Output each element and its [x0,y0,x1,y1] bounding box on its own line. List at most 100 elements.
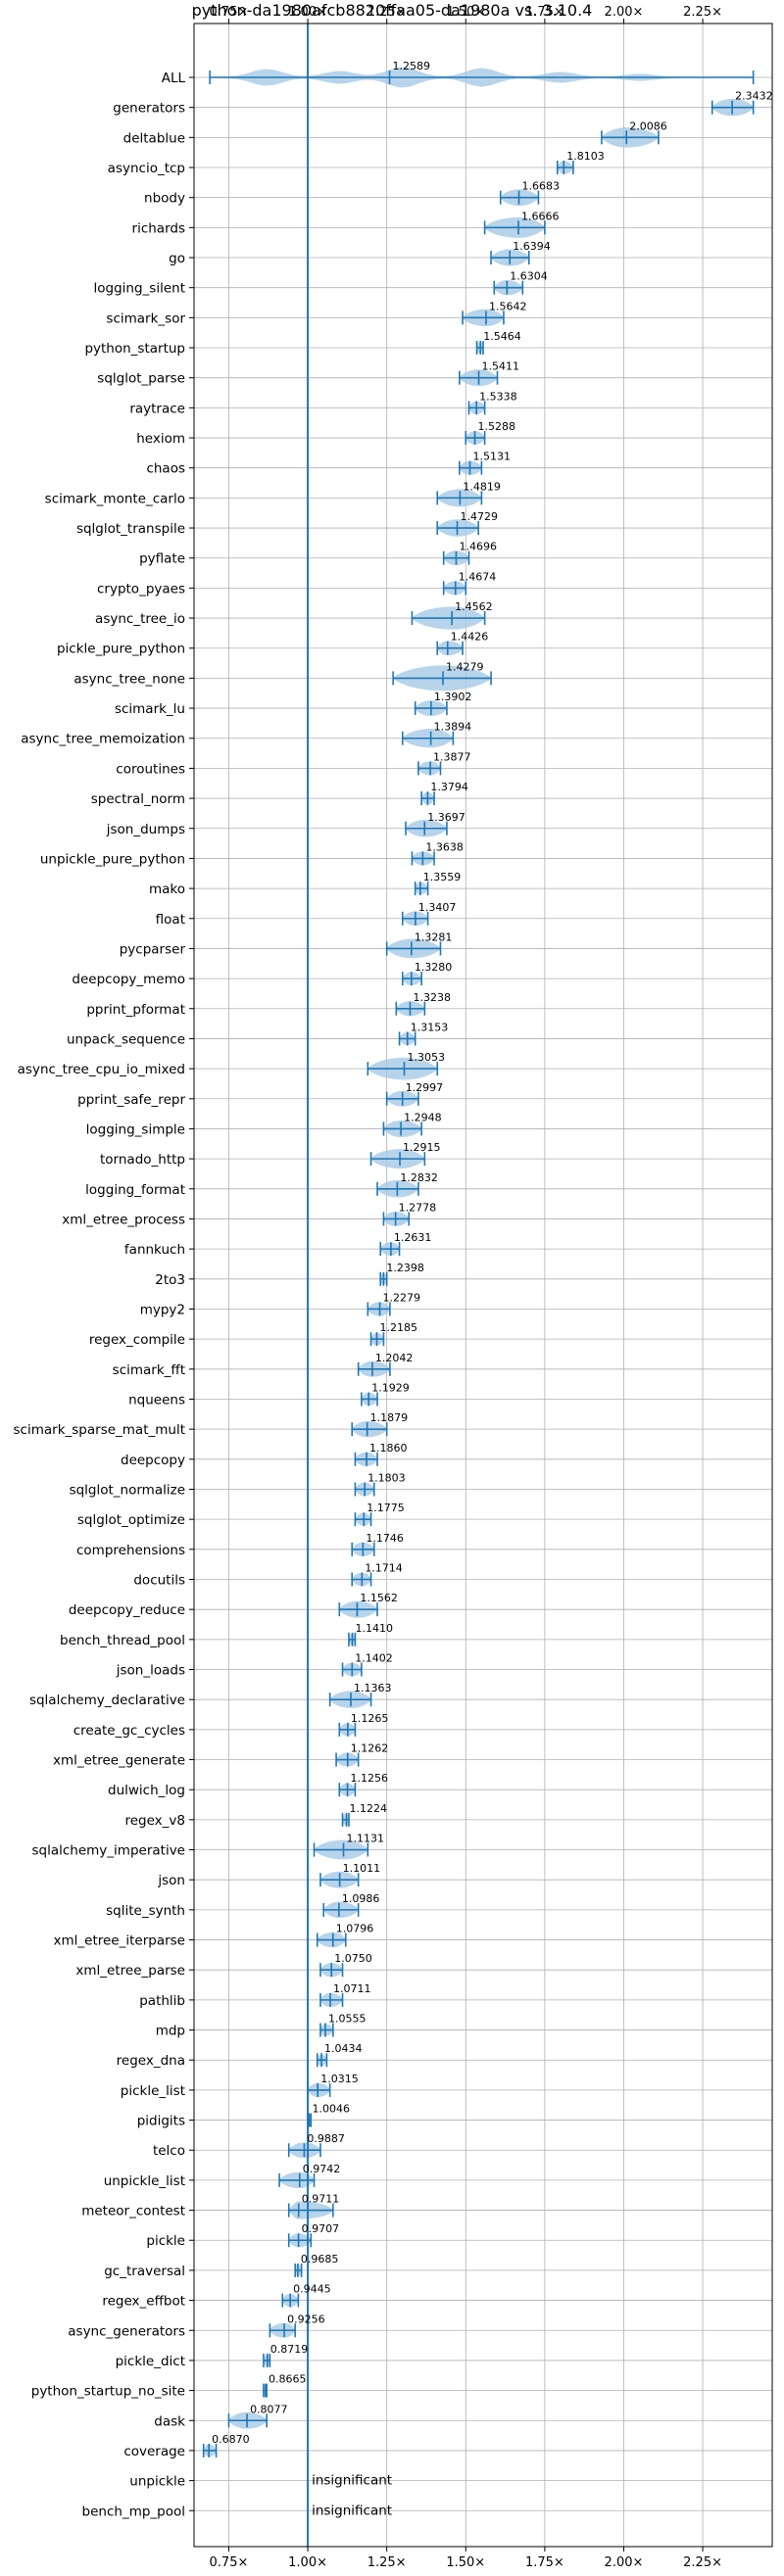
y-tick-label: generators [113,101,185,117]
insignificant-label: insignificant [312,2473,392,2489]
x-tick-label-top: 1.75× [525,5,564,20]
error-bars [202,71,755,2457]
value-label: 1.3153 [411,1021,449,1033]
value-label: 1.0711 [333,1982,371,1995]
y-tick-label: dulwich_log [108,1783,185,1798]
value-label: 1.0796 [336,1923,374,1935]
value-label: 1.3794 [430,781,468,793]
insignificant-label: insignificant [312,2503,392,2518]
y-tick-label: pickle_list [121,2083,185,2099]
value-label: 0.8719 [270,2343,309,2356]
y-tick-label: async_generators [68,2323,185,2339]
y-tick-label: docutils [133,1573,185,1589]
y-tick-label: async_tree_none [74,671,185,687]
value-label: 1.2398 [386,1262,424,1274]
y-tick-label: json [157,1873,185,1888]
value-label: 1.3638 [425,840,464,853]
value-label: 1.3280 [415,961,453,974]
y-tick-label: unpickle_list [104,2173,185,2189]
value-label: 0.9256 [287,2313,325,2325]
y-tick-label: mako [149,882,185,897]
value-label: 1.5411 [482,360,519,373]
value-label: 1.6394 [513,240,551,253]
y-tick-label: telco [153,2143,185,2159]
y-tick-label: sqlglot_transpile [76,521,185,537]
value-label: 1.0750 [334,1952,372,1965]
value-label: 1.0434 [324,2042,363,2055]
value-labels: 1.2589 2.3432 2.0086 1.8103 1.6683 1.6666 1.63… [212,60,772,2518]
y-tick-label: pprint_safe_repr [77,1092,185,1108]
y-tick-label: pycparser [120,941,186,957]
value-label: 0.9887 [307,2132,345,2145]
y-tick-label: scimark_sor [106,310,185,326]
value-label: 0.9707 [302,2222,340,2235]
value-label: 1.3894 [434,721,472,734]
y-tick-label: gc_traversal [104,2264,185,2279]
y-tick-label: regex_compile [89,1332,185,1348]
y-tick-label: scimark_monte_carlo [45,491,185,506]
y-tick-label: sqlalchemy_declarative [29,1693,185,1708]
x-tick-label-top: 1.50× [446,5,485,20]
y-tick-label: async_tree_memoization [21,732,185,747]
y-tick-label: bench_thread_pool [60,1633,185,1648]
y-tick-label: pyflate [139,551,185,567]
x-tick-label-bottom: 1.75× [525,2555,564,2570]
value-label: 1.1363 [354,1682,392,1694]
x-tick-label-bottom: 1.25× [368,2555,407,2570]
y-tick-label: sqlglot_optimize [77,1512,185,1528]
value-label: 1.2948 [404,1111,442,1123]
y-tick-label: nqueens [128,1392,185,1407]
y-tick-label: chaos [146,461,185,477]
x-tick-label-top: 1.00× [288,5,327,20]
y-tick-label: logging_simple [86,1121,185,1137]
value-label: 1.2915 [403,1141,441,1154]
x-tick-label-bottom: 1.50× [446,2555,485,2570]
x-tick-label-top: 1.25× [368,5,407,20]
value-label: 1.5464 [483,330,520,343]
value-label: 1.4562 [455,600,493,613]
y-tick-label: comprehensions [76,1543,185,1558]
y-tick-label: asyncio_tcp [108,161,185,176]
y-tick-label: unpickle_pure_python [40,851,185,867]
y-tick-label: nbody [144,191,185,207]
value-label: 1.0315 [320,2073,359,2085]
y-tick-label: raytrace [129,401,185,416]
value-label: 0.8665 [269,2373,307,2386]
value-label: 1.1714 [365,1562,403,1575]
value-label: 1.1402 [355,1652,393,1665]
y-tick-label: python_startup_no_site [31,2384,185,2400]
value-label: 1.1879 [370,1411,409,1424]
x-tick-label-bottom: 0.75× [210,2555,249,2570]
y-tick-label: float [156,912,185,928]
y-tick-label: scimark_fft [113,1362,185,1378]
value-label: 1.1131 [347,1833,385,1845]
value-label: 1.4696 [459,541,497,553]
value-label: 1.5288 [478,420,515,433]
y-tick-label: deepcopy_memo [72,972,185,987]
x-tick-label-top: 2.00× [605,5,644,20]
y-tick-label: pickle [146,2233,185,2249]
y-tick-label: go [169,251,185,266]
y-tick-label: ALL [162,71,186,86]
value-label: 1.4279 [446,660,484,673]
y-tick-label: pidigits [137,2114,185,2129]
value-label: 1.1562 [360,1592,398,1604]
x-tick-label-bottom: 1.00× [288,2555,327,2570]
value-label: 1.1746 [366,1532,404,1545]
y-tick-label: mypy2 [140,1302,185,1317]
y-tick-label: logging_silent [94,281,185,297]
y-tick-label: regex_v8 [124,1813,185,1829]
y-tick-label: 2to3 [155,1272,185,1288]
y-tick-label: xml_etree_process [62,1212,185,1227]
value-label: 1.6304 [510,270,548,283]
value-label: 1.1929 [371,1381,410,1394]
value-label: 1.2631 [394,1231,432,1244]
value-label: 1.4674 [459,570,497,583]
value-label: 2.0086 [629,119,667,132]
axes: 0.75× 0.75× 1.00× 1.00× 1.25× 1.25× 1.50× 1.50×… [14,5,773,2570]
y-tick-label: coroutines [116,761,185,777]
y-tick-label: json_loads [116,1663,185,1679]
value-label: 1.5131 [472,451,511,463]
value-label: 0.9742 [303,2163,341,2175]
